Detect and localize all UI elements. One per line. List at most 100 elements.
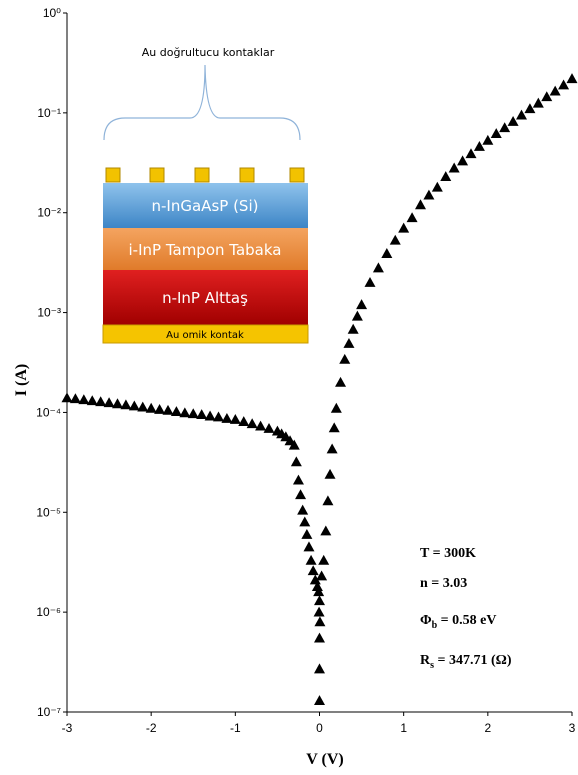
data-point [314, 607, 325, 617]
data-point [255, 421, 266, 431]
data-point [104, 397, 115, 407]
symbol: Φ [420, 613, 432, 628]
x-tick-label: -2 [146, 721, 157, 735]
data-point [188, 408, 199, 418]
data-point [264, 423, 275, 433]
data-point [314, 633, 325, 643]
data-point [87, 395, 98, 405]
x-tick-label: -3 [62, 721, 73, 735]
data-point [558, 80, 569, 90]
data-point [524, 103, 535, 113]
data-point [331, 403, 342, 413]
data-point [78, 394, 89, 404]
x-tick-label: 3 [569, 721, 576, 735]
data-point [95, 396, 106, 406]
data-point [318, 555, 329, 565]
data-point [297, 505, 308, 515]
y-tick-label: 10⁻² [37, 206, 61, 220]
data-point [171, 406, 182, 416]
data-point [295, 489, 306, 499]
contact [106, 168, 120, 182]
y-tick-label: 10⁻⁴ [36, 405, 61, 419]
param: Φb = 0.58 eV [420, 613, 496, 631]
param: T = 300K [420, 546, 476, 561]
data-point [516, 110, 527, 120]
param-text: = 0.58 eV [437, 613, 496, 628]
data-point [129, 400, 140, 410]
contact [195, 168, 209, 182]
contact [240, 168, 254, 182]
layer-label: Au omik kontak [166, 330, 244, 341]
data-point [533, 98, 544, 108]
data-point [398, 223, 409, 233]
x-tick-label: -1 [230, 721, 241, 735]
data-point [320, 525, 331, 535]
data-point [314, 695, 325, 705]
data-point [339, 354, 350, 364]
data-point [301, 529, 312, 539]
y-tick-label: 10⁻⁵ [36, 505, 61, 519]
data-point [62, 392, 73, 402]
y-tick-label: 10⁰ [43, 6, 61, 20]
data-point [356, 299, 367, 309]
data-point [373, 262, 384, 272]
data-point [238, 416, 249, 426]
y-tick-label: 10⁻³ [37, 306, 61, 320]
x-tick-label: 0 [316, 721, 323, 735]
data-point [221, 413, 232, 423]
contact [290, 168, 304, 182]
layer-label: n-InP Alttaş [162, 289, 248, 307]
data-point [474, 141, 485, 151]
data-point [179, 407, 190, 417]
data-point [348, 324, 359, 334]
data-point [308, 565, 319, 575]
contacts-label: Au doğrultucu kontaklar [142, 46, 275, 59]
data-point [327, 444, 338, 454]
data-point [293, 475, 304, 485]
data-point [303, 541, 314, 551]
data-point [390, 235, 401, 245]
data-point [352, 311, 363, 321]
data-point [322, 495, 333, 505]
data-point [365, 277, 376, 287]
layer-label: n-InGaAsP (Si) [152, 197, 259, 215]
param: Rs = 347.71 (Ω) [420, 653, 512, 671]
param: n = 3.03 [420, 576, 467, 591]
data-point [381, 248, 392, 258]
data-point [314, 616, 325, 626]
y-tick-label: 10⁻⁶ [36, 605, 61, 619]
data-point [567, 73, 578, 83]
data-point [291, 456, 302, 466]
data-point [550, 86, 561, 96]
y-tick-label: 10⁻¹ [37, 106, 61, 120]
data-point [196, 409, 207, 419]
data-point [499, 122, 510, 132]
y-axis-label: I (A) [13, 364, 30, 396]
x-axis-label: V (V) [306, 751, 343, 768]
data-point [120, 399, 131, 409]
data-point [314, 595, 325, 605]
x-tick-label: 1 [400, 721, 407, 735]
data-point [440, 171, 451, 181]
data-point [432, 182, 443, 192]
y-tick-label: 10⁻⁷ [37, 705, 61, 719]
data-point [508, 116, 519, 126]
data-point [306, 555, 317, 565]
layer-label: i-InP Tampon Tabaka [129, 241, 282, 259]
data-point [154, 404, 165, 414]
data-point [70, 393, 81, 403]
data-point [491, 128, 502, 138]
contact [150, 168, 164, 182]
data-point [299, 516, 310, 526]
data-point [329, 422, 340, 432]
data-point [407, 212, 418, 222]
data-point [205, 411, 216, 421]
data-point [343, 338, 354, 348]
data-point [230, 414, 241, 424]
data-point [112, 398, 123, 408]
data-point [316, 571, 327, 581]
data-point [415, 199, 426, 209]
data-point [314, 663, 325, 673]
data-point [325, 469, 336, 479]
inset: Au doğrultucu kontaklar n-InGaAsP (Si) i… [103, 46, 308, 343]
